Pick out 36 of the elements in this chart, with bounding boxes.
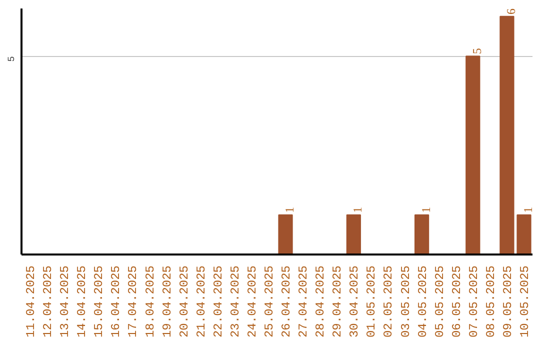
x-tick-label: 03.05.2025: [398, 265, 413, 338]
x-tick-label: 27.04.2025: [296, 265, 311, 338]
x-tick-label: 02.05.2025: [382, 265, 396, 338]
data-label: 1: [350, 206, 365, 213]
x-tick-label: 28.04.2025: [314, 265, 328, 338]
x-tick-label: 10.05.2025: [518, 265, 532, 338]
x-tick-label: 17.04.2025: [126, 265, 140, 338]
x-tick-label: 05.05.2025: [432, 265, 447, 338]
data-label: 1: [282, 206, 297, 213]
x-tick-label: 15.04.2025: [92, 265, 106, 338]
x-tick-label: 08.05.2025: [484, 265, 498, 338]
x-tick-label: 11.04.2025: [24, 265, 38, 338]
x-tick-label: 18.04.2025: [143, 265, 158, 338]
x-tick-label: 04.05.2025: [416, 265, 430, 338]
x-tick-label: 23.04.2025: [228, 265, 242, 338]
x-tick-label: 12.04.2025: [41, 265, 56, 338]
x-tick-label: 21.04.2025: [194, 265, 208, 338]
x-tick-label: 25.04.2025: [262, 265, 276, 338]
data-label: 5: [470, 48, 484, 54]
x-tick-label: 19.04.2025: [160, 265, 174, 338]
x-tick-label: 22.04.2025: [211, 265, 226, 338]
x-tick-label: 07.05.2025: [466, 265, 481, 338]
x-tick-label: 29.04.2025: [330, 265, 345, 338]
x-tick-label: 30.04.2025: [348, 265, 362, 338]
x-tick-label: 09.05.2025: [500, 265, 515, 338]
x-tick-label: 26.04.2025: [280, 265, 294, 338]
data-label: 1: [520, 206, 535, 213]
x-tick-label: 06.05.2025: [450, 265, 464, 338]
x-tick-label: 24.04.2025: [245, 265, 260, 338]
x-tick-label: 16.04.2025: [109, 265, 124, 338]
x-tick-label: 13.04.2025: [58, 265, 72, 338]
data-label: 1: [418, 206, 433, 213]
x-tick-label: 01.05.2025: [364, 265, 379, 338]
data-label: 6: [504, 8, 518, 14]
x-tick-label: 20.04.2025: [177, 265, 192, 338]
x-tick-label: 14.04.2025: [75, 265, 90, 338]
